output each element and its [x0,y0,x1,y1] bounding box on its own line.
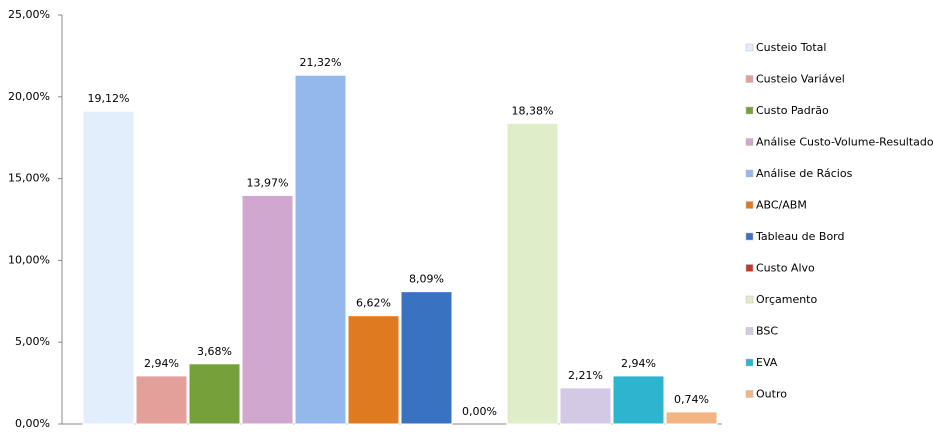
legend-label: Custeio Variável [756,73,845,86]
legend-swatch [745,201,754,209]
y-tick-label: 15,00% [8,172,50,185]
legend-label: ABC/ABM [756,199,807,212]
legend-label: Análise Custo-Volume-Resultado [756,136,933,149]
bar [294,74,347,425]
value-label: 0,74% [674,393,709,406]
value-label: 2,94% [144,357,179,370]
y-tick-label: 0,00% [15,417,50,430]
value-label: 2,21% [568,369,603,382]
legend-swatch [745,169,754,178]
legend-label: Orçamento [756,293,817,306]
legend-swatch [745,232,754,241]
legend-label: EVA [756,356,778,369]
value-label: 3,68% [197,345,232,358]
value-label: 2,94% [621,357,656,370]
bar [559,387,612,425]
legend-swatch [745,327,754,335]
legend-label: Custeio Total [756,41,826,54]
bar [241,194,294,425]
legend-label: Análise de Rácios [756,167,853,180]
value-label: 21,32% [300,56,342,69]
y-tick-label: 5,00% [15,335,50,348]
bar [188,363,241,425]
legend-swatch [745,264,754,272]
legend-swatch [745,106,754,115]
y-tick-label: 10,00% [8,253,50,266]
legend-swatch [745,75,754,83]
bar [82,110,135,425]
legend-swatch [745,358,754,367]
bar [665,411,718,425]
value-label: 8,09% [409,273,444,286]
value-label: 6,62% [356,297,391,310]
legend-label: BSC [756,325,778,338]
bar [135,375,188,425]
legend-swatch [745,43,754,52]
legend-label: Custo Padrão [756,104,829,117]
bar [400,291,453,425]
y-tick-label: 25,00% [8,8,50,21]
legend-swatch [745,138,754,146]
legend-swatch [745,390,754,398]
value-label: 0,00% [462,405,497,418]
bar [612,375,665,425]
bar [347,315,400,425]
legend-swatch [745,295,754,304]
legend-label: Outro [756,388,787,401]
legend-label: Tableau de Bord [755,230,845,243]
bar [506,122,559,425]
value-label: 18,38% [512,104,554,117]
y-tick-label: 20,00% [8,90,50,103]
value-label: 13,97% [247,176,289,189]
value-label: 19,12% [88,92,130,105]
legend-label: Custo Alvo [756,262,815,275]
